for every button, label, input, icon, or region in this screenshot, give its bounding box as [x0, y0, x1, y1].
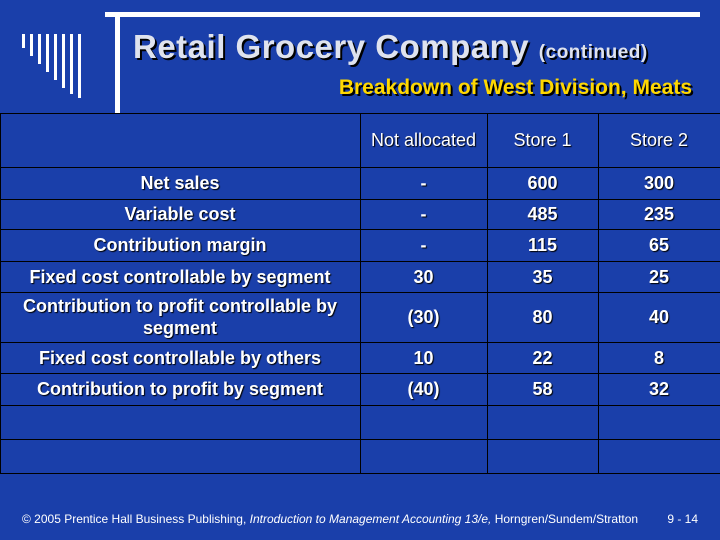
- table-cell: [0, 405, 361, 440]
- slide-subtitle: Breakdown of West Division, Meats: [338, 76, 692, 99]
- footer-suffix: Horngren/Sundem/Stratton: [491, 512, 639, 526]
- row-label: Contribution margin: [93, 235, 267, 255]
- data-table: Not allocated Store 1 Store 2 Net sales - 600…: [0, 113, 720, 474]
- table-cell: [487, 405, 599, 440]
- decorative-bars: [22, 34, 81, 98]
- column-header: Store 2: [629, 130, 689, 150]
- table-value: 8: [653, 347, 664, 368]
- table-cell: [598, 405, 720, 440]
- table-value: 10: [413, 347, 434, 368]
- table-value: 600: [527, 173, 558, 193]
- row-label: Fixed cost controllable by segment: [29, 266, 331, 287]
- table-value: (40): [407, 379, 440, 399]
- slide-title-suffix: (continued): [538, 42, 648, 63]
- table-cell: [598, 439, 720, 474]
- table-value: 40: [648, 307, 670, 327]
- table-value: -: [420, 204, 427, 224]
- table-value: 235: [643, 204, 675, 224]
- table-value: 485: [527, 204, 558, 224]
- table-cell: [0, 439, 361, 474]
- table-cell: [487, 439, 599, 474]
- decorative-top-line: [105, 12, 700, 17]
- row-label: Fixed cost controllable by others: [38, 347, 322, 368]
- row-label: Contribution to profit by segment: [37, 379, 323, 399]
- table-value: (30): [407, 307, 440, 327]
- table-value: -: [420, 235, 427, 255]
- table-value: -: [420, 173, 427, 193]
- page-number: 9 - 14: [667, 512, 698, 526]
- row-label: Variable cost: [124, 204, 236, 224]
- slide-title: Retail Grocery Company (continued): [133, 28, 648, 66]
- table-value: 35: [532, 266, 553, 287]
- table-value: 80: [532, 307, 553, 327]
- table-value: 25: [648, 266, 670, 287]
- footer-prefix: © 2005 Prentice Hall Business Publishing…: [22, 512, 250, 526]
- column-header: Store 1: [513, 130, 572, 150]
- table-cell: [360, 405, 488, 440]
- row-label: Net sales: [140, 173, 220, 193]
- footer-credit: © 2005 Prentice Hall Business Publishing…: [22, 512, 638, 526]
- table-cell: [0, 113, 361, 168]
- table-value: 30: [413, 266, 434, 287]
- slide-title-text: Retail Grocery Company: [133, 28, 530, 65]
- table-cell: [360, 439, 488, 474]
- decorative-vertical-line: [115, 17, 120, 129]
- table-value: 32: [648, 379, 670, 399]
- table-value: 300: [643, 173, 675, 193]
- table-value: 22: [532, 347, 553, 368]
- table-value: 58: [532, 379, 553, 399]
- table-value: 115: [527, 235, 558, 255]
- footer-book-title: Introduction to Management Accounting 13…: [249, 512, 492, 526]
- row-label: Contribution to profit controllable by s…: [23, 296, 337, 338]
- column-header: Not allocated: [370, 130, 477, 150]
- table-value: 65: [648, 235, 670, 255]
